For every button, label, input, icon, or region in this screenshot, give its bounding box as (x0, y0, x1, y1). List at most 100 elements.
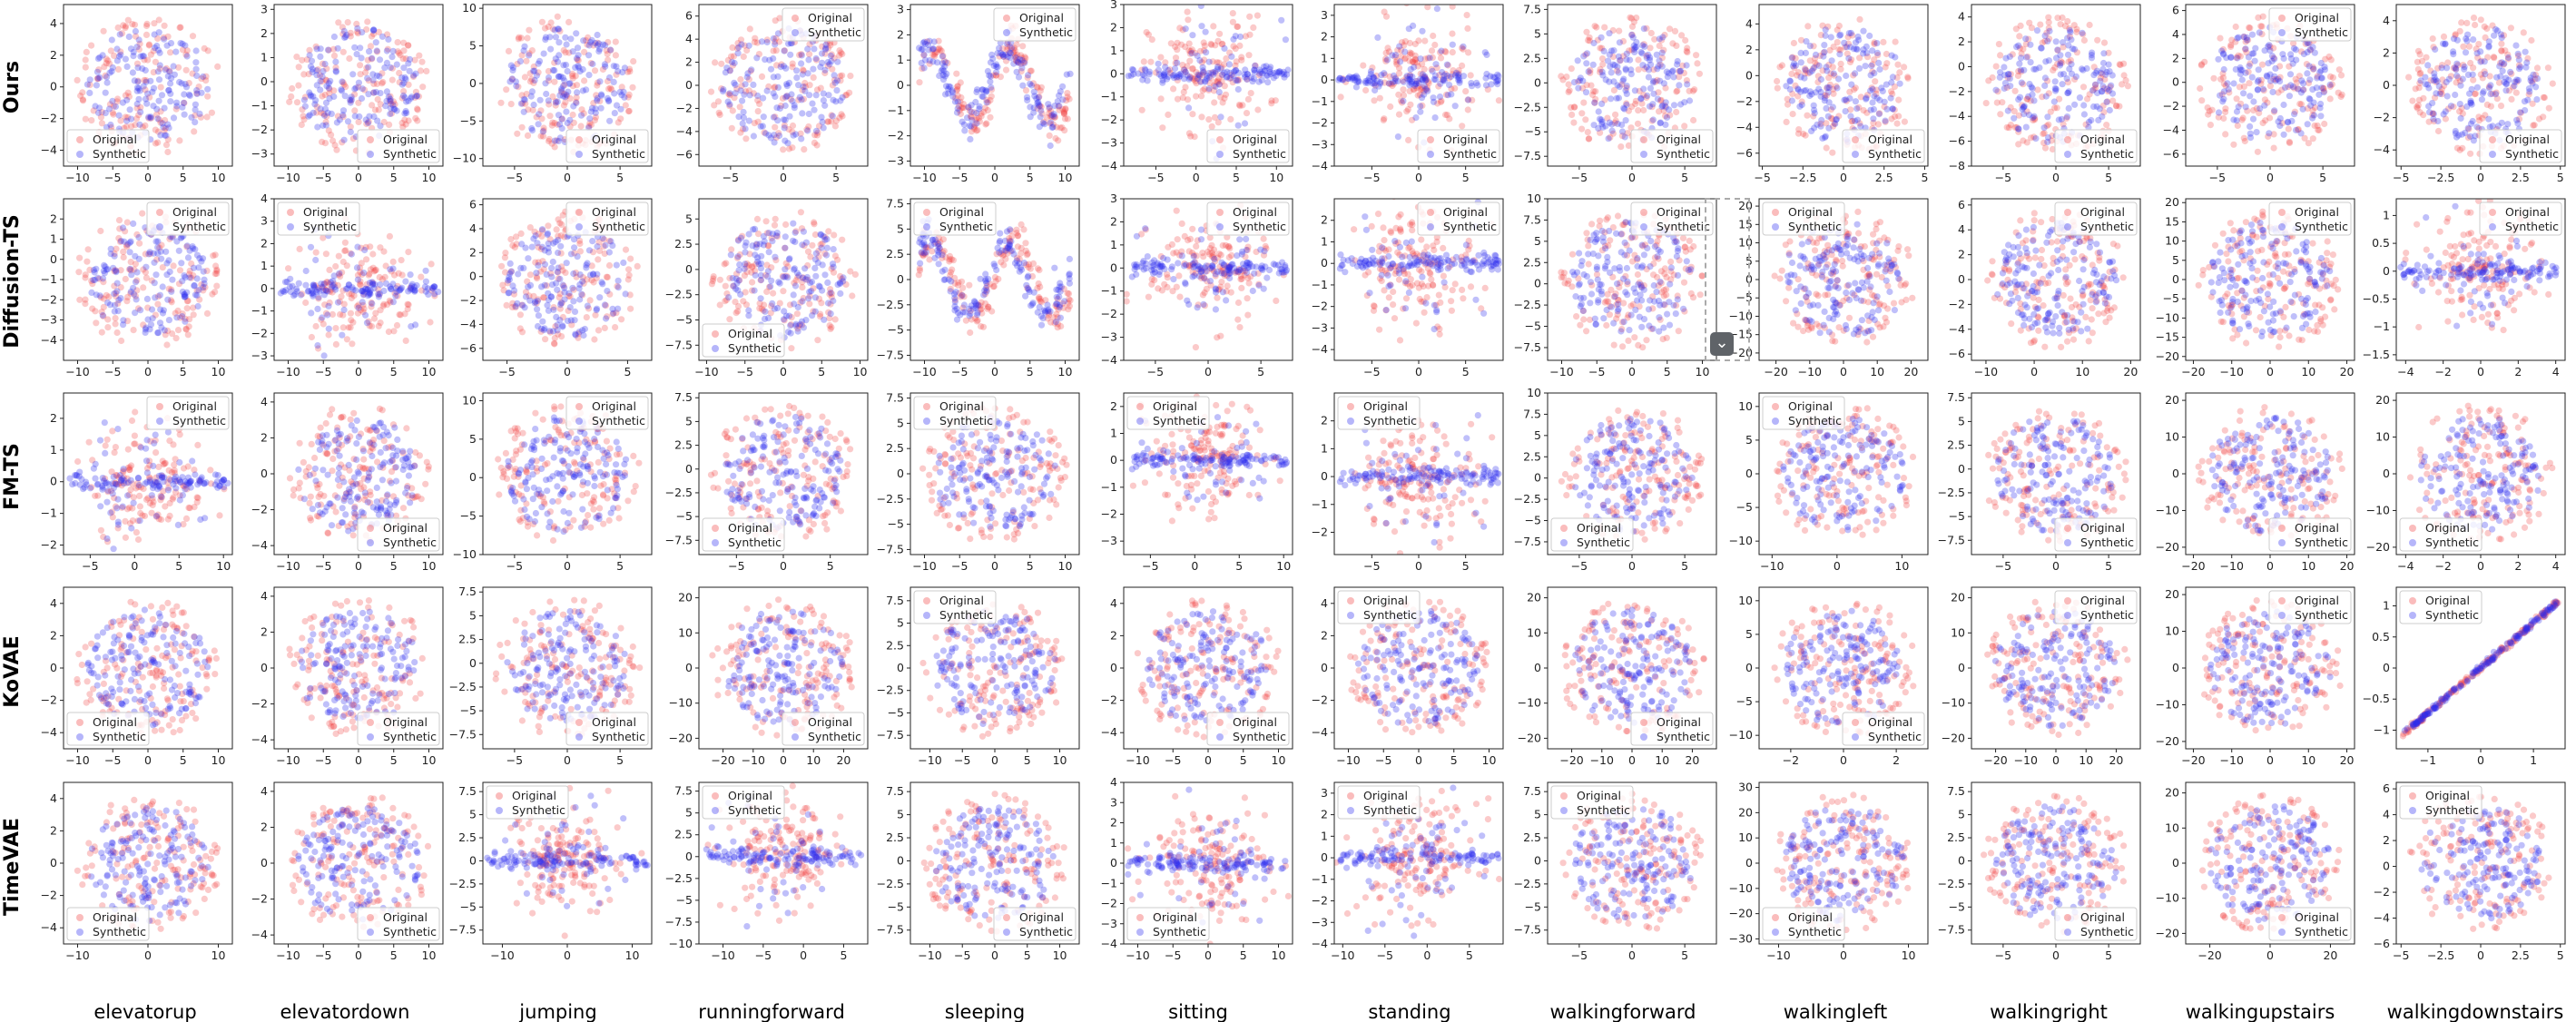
synthetic-point (1047, 119, 1055, 126)
y-tick-label: 4 (685, 32, 693, 45)
synthetic-point (994, 64, 1001, 71)
original-point (2326, 95, 2334, 103)
synthetic-point (1352, 84, 1360, 91)
legend-synthetic-label: Synthetic (2505, 147, 2559, 161)
synthetic-point (560, 93, 567, 100)
synthetic-point (387, 104, 394, 112)
synthetic-point (2492, 25, 2499, 33)
y-tick-label: −3 (251, 349, 268, 362)
synthetic-point (509, 66, 516, 74)
synthetic-point (104, 299, 112, 307)
synthetic-point (1868, 62, 1875, 70)
synthetic-point (987, 73, 994, 80)
original-point (2005, 124, 2012, 132)
original-point (111, 52, 118, 59)
synthetic-point (586, 115, 594, 123)
original-point (176, 137, 183, 144)
synthetic-point (934, 59, 941, 66)
synthetic-point (822, 41, 830, 48)
synthetic-point (2247, 134, 2255, 142)
synthetic-point (2041, 74, 2049, 82)
synthetic-point (1786, 77, 1794, 84)
synthetic-point (389, 47, 397, 54)
synthetic-point (617, 105, 624, 113)
y-tick-label: 4 (469, 221, 477, 235)
synthetic-point (135, 36, 143, 44)
original-point (1428, 47, 1436, 54)
original-point (1159, 124, 1166, 132)
synthetic-point (594, 270, 601, 278)
synthetic-point (2230, 80, 2237, 87)
synthetic-point (2515, 56, 2522, 64)
original-point (164, 33, 172, 40)
original-point (97, 227, 104, 235)
original-point (1895, 96, 1903, 103)
original-point (1403, 5, 1410, 7)
synthetic-point (1232, 33, 1239, 40)
original-point (157, 84, 164, 91)
synthetic-point (2240, 90, 2247, 97)
synthetic-point (1027, 80, 1034, 87)
y-tick-label: −1 (1101, 90, 1117, 103)
original-point (2227, 43, 2235, 51)
synthetic-point (533, 72, 541, 79)
synthetic-point (1397, 58, 1404, 65)
synthetic-point (392, 292, 399, 300)
synthetic-point (786, 113, 793, 120)
synthetic-point (115, 112, 123, 119)
original-point (933, 48, 940, 56)
original-point (522, 100, 529, 107)
synthetic-point (144, 90, 152, 97)
original-point (117, 117, 124, 124)
original-point (351, 91, 359, 98)
original-point (300, 71, 308, 78)
original-point (974, 126, 981, 133)
y-tick-label: 0 (469, 76, 477, 90)
synthetic-point (942, 83, 950, 90)
synthetic-point (2060, 71, 2068, 78)
original-point (332, 262, 339, 270)
synthetic-point (179, 40, 186, 48)
x-tick-label: −5 (104, 171, 121, 184)
synthetic-point (157, 132, 164, 139)
synthetic-point (782, 102, 789, 110)
y-tick-label: −2.5 (1514, 100, 1541, 113)
synthetic-point (1669, 67, 1676, 74)
synthetic-point (552, 34, 560, 41)
y-tick-label: 3 (1110, 0, 1117, 11)
original-point (1021, 58, 1028, 65)
original-point (293, 99, 301, 106)
original-point (624, 68, 632, 75)
synthetic-point (1670, 102, 1678, 109)
synthetic-point (359, 299, 366, 306)
synthetic-point (818, 113, 825, 121)
synthetic-point (99, 311, 106, 319)
synthetic-point (596, 294, 604, 301)
original-point (801, 79, 809, 87)
synthetic-point (1391, 52, 1400, 59)
legend-synthetic-marker (367, 151, 374, 158)
synthetic-point (2250, 98, 2257, 105)
synthetic-point (1644, 92, 1651, 100)
original-point (2470, 64, 2477, 72)
synthetic-point (562, 61, 570, 69)
synthetic-point (2470, 137, 2477, 144)
original-point (985, 99, 992, 106)
original-point (999, 53, 1007, 60)
original-point (405, 81, 412, 88)
original-point (163, 341, 171, 349)
original-point (518, 123, 526, 131)
x-tick-label: −5 (1995, 171, 2011, 184)
synthetic-point (555, 73, 563, 80)
synthetic-point (1820, 53, 1827, 60)
synthetic-point (102, 109, 109, 117)
original-point (625, 91, 633, 98)
synthetic-point (140, 53, 147, 60)
synthetic-point (973, 120, 980, 127)
synthetic-point (737, 87, 744, 94)
synthetic-point (1468, 80, 1475, 87)
synthetic-point (1027, 113, 1034, 121)
x-tick-label: 0 (1628, 171, 1636, 184)
synthetic-point (2453, 60, 2461, 67)
